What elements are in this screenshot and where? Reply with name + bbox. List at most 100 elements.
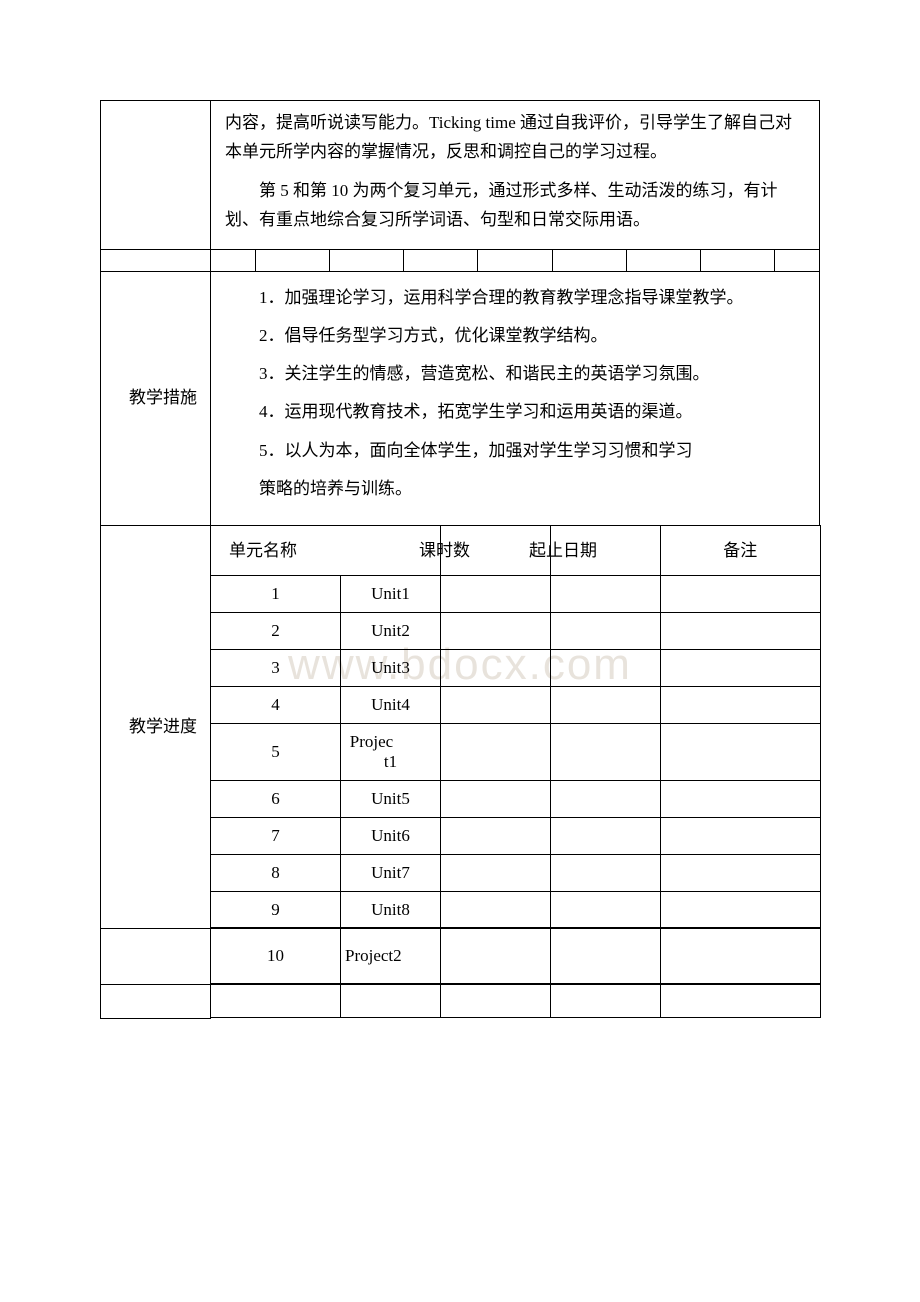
section1-content-cell: 内容，提高听说读写能力。Ticking time 通过自我评价，引导学生了解自己…	[211, 101, 820, 250]
spacer-row	[101, 249, 820, 271]
section2-row: 教学措施 1．加强理论学习，运用科学合理的教育教学理念指导课堂教学。 2．倡导任…	[101, 271, 820, 526]
row-hours	[441, 928, 551, 985]
row-hours	[441, 576, 551, 613]
row-unit: Project1	[341, 724, 441, 781]
section1-para1: 内容，提高听说读写能力。Ticking time 通过自我评价，引导学生了解自己…	[225, 109, 805, 167]
row-num: 5	[211, 724, 341, 781]
row-note	[661, 687, 821, 724]
row-date	[551, 892, 661, 929]
section3-label-cell: 教学进度	[101, 526, 211, 929]
section1-label-cell	[101, 101, 211, 250]
row-hours	[441, 818, 551, 855]
section2-label: 教学措施	[129, 388, 197, 407]
row-note	[661, 724, 821, 781]
bottom-inner	[210, 983, 821, 1018]
section1-row: 内容，提高听说读写能力。Ticking time 通过自我评价，引导学生了解自己…	[101, 101, 820, 250]
row-num: 4	[211, 687, 341, 724]
document-page: www.bdocx.com 内容，提高听说读写能力。Ticking time 通…	[100, 100, 820, 1019]
row-date	[551, 724, 661, 781]
bottom-label	[101, 984, 211, 1018]
bottom-c2	[341, 984, 441, 1018]
spacer-inner	[211, 250, 819, 271]
measure-item-1: 1．加强理论学习，运用科学合理的教育教学理念指导课堂教学。	[225, 282, 805, 314]
bottom-cells	[211, 984, 820, 1018]
section2-content-cell: 1．加强理论学习，运用科学合理的教育教学理念指导课堂教学。 2．倡导任务型学习方…	[211, 271, 820, 526]
section3-row: 教学进度 单元名称 课时数 起止日期 备注 1 Unit1	[101, 526, 820, 929]
measure-item-5: 5．以人为本，面向全体学生，加强对学生学习习惯和学习	[225, 435, 805, 467]
table-row: 1 Unit1	[211, 576, 821, 613]
schedule-wrap-10: 10 Project2	[211, 928, 820, 984]
row-num: 2	[211, 613, 341, 650]
row-unit: Unit5	[341, 781, 441, 818]
row-note	[661, 928, 821, 985]
row-unit: Project2	[341, 928, 441, 985]
row-unit: Unit4	[341, 687, 441, 724]
row-date	[551, 928, 661, 985]
section3-row-10: 10 Project2	[101, 928, 820, 984]
row-date	[551, 650, 661, 687]
bottom-row	[101, 984, 820, 1018]
schedule-wrap: 单元名称 课时数 起止日期 备注 1 Unit1 2 Unit2	[211, 526, 820, 929]
measure-item-4: 4．运用现代教育技术，拓宽学生学习和运用英语的渠道。	[225, 396, 805, 428]
table-row	[211, 984, 821, 1018]
section2-label-cell: 教学措施	[101, 271, 211, 526]
row-hours	[441, 687, 551, 724]
hdr-date: 起止日期	[551, 526, 661, 576]
row-num: 8	[211, 855, 341, 892]
section3-label-cont	[101, 928, 211, 984]
row-num: 9	[211, 892, 341, 929]
row-date	[551, 818, 661, 855]
row-unit: Unit8	[341, 892, 441, 929]
spacer-cells	[211, 249, 820, 271]
row-note	[661, 781, 821, 818]
schedule-header-row: 单元名称 课时数 起止日期 备注	[211, 526, 821, 576]
measure-item-3: 3．关注学生的情感，营造宽松、和谐民主的英语学习氛围。	[225, 358, 805, 390]
row-hours	[441, 613, 551, 650]
row-hours	[441, 892, 551, 929]
table-row: 9 Unit8	[211, 892, 821, 929]
row-note	[661, 650, 821, 687]
row-num: 6	[211, 781, 341, 818]
row-num: 7	[211, 818, 341, 855]
schedule-table-10: 10 Project2	[210, 927, 821, 985]
section1-para2: 第 5 和第 10 为两个复习单元，通过形式多样、生动活泼的练习，有计划、有重点…	[225, 177, 805, 235]
table-row: 10 Project2	[211, 928, 821, 985]
table-row: 8 Unit7	[211, 855, 821, 892]
row-num: 10	[211, 928, 341, 985]
section3-label: 教学进度	[129, 717, 197, 736]
row-hours	[441, 650, 551, 687]
row-unit: Unit1	[341, 576, 441, 613]
row-num: 1	[211, 576, 341, 613]
spacer-label-cell	[101, 249, 211, 271]
row-hours	[441, 781, 551, 818]
hdr-note: 备注	[661, 526, 821, 576]
row-hours	[441, 855, 551, 892]
bottom-c1	[211, 984, 341, 1018]
row-hours	[441, 724, 551, 781]
table-row: 5 Project1	[211, 724, 821, 781]
table-row: 3 Unit3	[211, 650, 821, 687]
row-note	[661, 855, 821, 892]
bottom-c3	[441, 984, 551, 1018]
row-unit: Unit6	[341, 818, 441, 855]
table-row: 4 Unit4	[211, 687, 821, 724]
row-note	[661, 892, 821, 929]
row-note	[661, 613, 821, 650]
row-note	[661, 818, 821, 855]
hdr-name: 单元名称	[211, 526, 441, 576]
row-num: 3	[211, 650, 341, 687]
measure-item-6: 策略的培养与训练。	[225, 473, 805, 505]
table-row: 2 Unit2	[211, 613, 821, 650]
row-date	[551, 687, 661, 724]
row-date	[551, 613, 661, 650]
row-unit: Unit3	[341, 650, 441, 687]
measure-item-2: 2．倡导任务型学习方式，优化课堂教学结构。	[225, 320, 805, 352]
bottom-c4	[551, 984, 661, 1018]
main-table: 内容，提高听说读写能力。Ticking time 通过自我评价，引导学生了解自己…	[100, 100, 820, 1019]
table-row: 6 Unit5	[211, 781, 821, 818]
table-row: 7 Unit6	[211, 818, 821, 855]
row-date	[551, 781, 661, 818]
row-date	[551, 576, 661, 613]
row-unit: Unit7	[341, 855, 441, 892]
bottom-c5	[661, 984, 821, 1018]
